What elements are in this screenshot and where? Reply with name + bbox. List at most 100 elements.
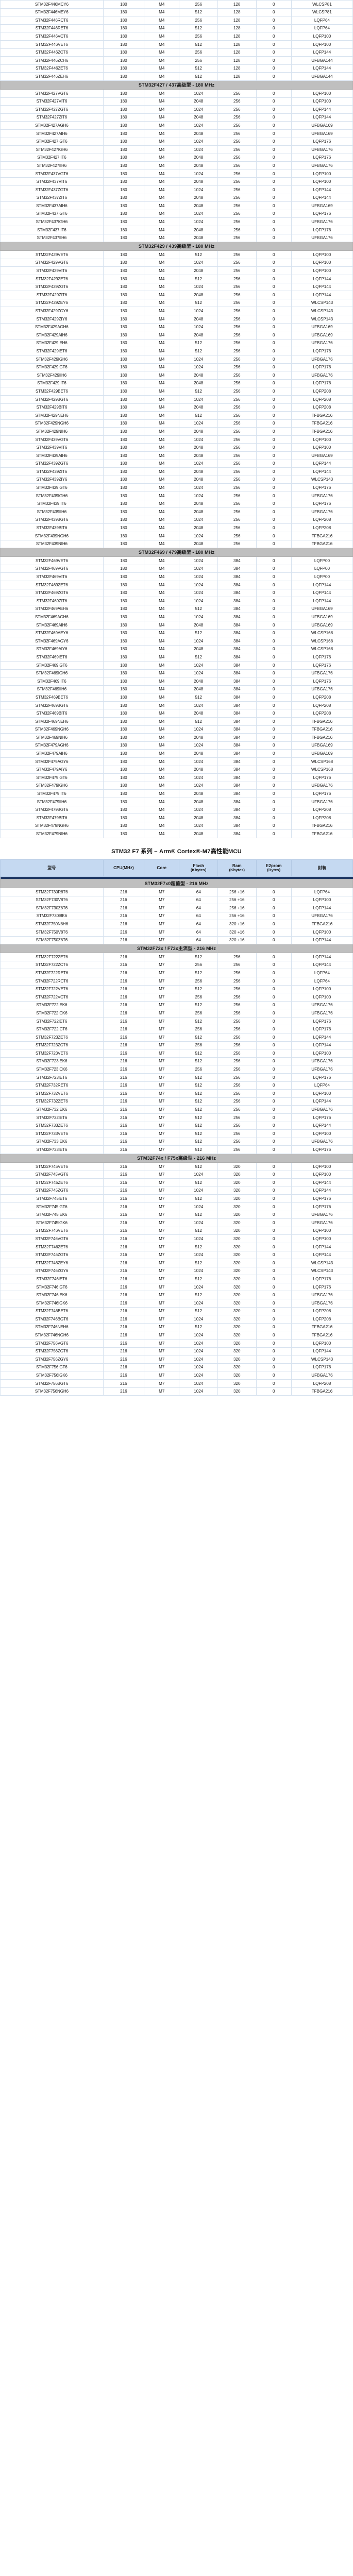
cell-package: LQFP100 xyxy=(291,1162,353,1171)
cell-flash: 2048 xyxy=(179,201,218,210)
cell-core: M7 xyxy=(144,1331,180,1340)
cell-e2prom: 0 xyxy=(256,953,292,961)
table-row: STM32F427ZIT6 180 M4 2048 256 0 LQFP144 xyxy=(0,113,353,122)
cell-core: M4 xyxy=(144,677,180,686)
cell-part: STM32F730R8T6 xyxy=(0,887,104,896)
table-row: STM32F427VGT6 180 M4 1024 256 0 LQFP100 xyxy=(0,89,353,98)
cell-ram: 256 xyxy=(217,993,257,1002)
cell-flash: 1024 xyxy=(179,669,218,678)
table-row: STM32F469NGH6 180 M4 1024 384 0 TFBGA216 xyxy=(0,725,353,734)
cell-e2prom: 0 xyxy=(256,717,292,726)
cell-part: STM32F429NEH6 xyxy=(0,411,104,420)
table-row: STM32F469VGT6 180 M4 1024 384 0 LQFP00 xyxy=(0,564,353,573)
table-row: STM32F437IIT6 180 M4 2048 256 0 LQFP176 xyxy=(0,226,353,234)
cell-e2prom: 0 xyxy=(256,1105,292,1114)
cell-flash: 1024 xyxy=(179,805,218,815)
cell-cpu: 180 xyxy=(103,717,145,726)
table-row: STM32F469IIH6 180 M4 2048 384 0 UFBGA176 xyxy=(0,685,353,694)
cell-e2prom: 0 xyxy=(256,660,292,670)
cell-core: M7 xyxy=(144,1379,180,1388)
cell-core: M4 xyxy=(144,556,180,565)
table-row: STM32F732IEK6 216 M7 512 256 0 UFBGA176 xyxy=(0,1105,353,1114)
cell-part: STM32F437IIH6 xyxy=(0,233,104,243)
cell-part: STM32F722IET6 xyxy=(0,1016,104,1026)
cell-core: M4 xyxy=(144,282,180,292)
cell-e2prom: 0 xyxy=(256,371,292,380)
cell-cpu: 180 xyxy=(103,56,145,65)
cell-cpu: 180 xyxy=(103,0,145,9)
cell-core: M4 xyxy=(144,48,180,57)
cell-core: M4 xyxy=(144,564,180,573)
cell-ram: 256 xyxy=(217,1049,257,1058)
cell-ram: 320 xyxy=(217,1194,257,1203)
cell-cpu: 180 xyxy=(103,16,145,25)
cell-e2prom: 0 xyxy=(256,24,292,33)
cell-e2prom: 0 xyxy=(256,347,292,355)
cell-flash: 1024 xyxy=(179,660,218,670)
cell-flash: 1024 xyxy=(179,1379,218,1388)
cell-cpu: 180 xyxy=(103,588,145,598)
cell-cpu: 180 xyxy=(103,209,145,218)
table-row: STM32F746VET6 216 M7 512 320 0 LQFP100 xyxy=(0,1226,353,1235)
cell-ram: 384 xyxy=(217,773,257,782)
cell-ram: 256 xyxy=(217,291,257,299)
cell-core: M7 xyxy=(144,1009,180,1018)
cell-flash: 2048 xyxy=(179,475,218,484)
table-row: STM32F439IIH6 180 M4 2048 256 0 UFBGA176 xyxy=(0,507,353,516)
cell-cpu: 180 xyxy=(103,331,145,340)
cell-core: M7 xyxy=(144,1041,180,1050)
table-row: STM32F756ZGT6 216 M7 1024 320 0 LQFP144 xyxy=(0,1347,353,1356)
cell-part: STM32F429ZGY6 xyxy=(0,307,104,315)
cell-ram: 256 xyxy=(217,507,257,516)
cell-core: M7 xyxy=(144,1194,180,1203)
cell-package: UFBGA144 xyxy=(291,72,353,81)
cell-flash: 1024 xyxy=(179,185,218,194)
cell-part: STM32F429AIH6 xyxy=(0,331,104,340)
f7-top-band xyxy=(0,876,353,879)
col-header-e2prom: E2prom (Bytes) xyxy=(256,859,292,877)
table-row: STM32F429ZIT6 180 M4 2048 256 0 LQFP144 xyxy=(0,291,353,299)
cell-package: LQFP144 xyxy=(291,1178,353,1187)
cell-core: M7 xyxy=(144,1186,180,1195)
cell-part: STM32F750N8H6 xyxy=(0,920,104,928)
cell-ram: 256 xyxy=(217,1041,257,1050)
cell-ram: 384 xyxy=(217,613,257,621)
cell-flash: 512 xyxy=(179,1291,218,1300)
cell-part: STM32F746IGK6 xyxy=(0,1299,104,1308)
cell-package: LQFP64 xyxy=(291,16,353,25)
table-row: STM32F469BGT6 180 M4 1024 384 0 LQFP208 xyxy=(0,701,353,710)
cell-cpu: 180 xyxy=(103,556,145,565)
cell-package: UFBGA169 xyxy=(291,129,353,138)
cell-e2prom: 0 xyxy=(256,757,292,766)
cell-package: LQFP176 xyxy=(291,1202,353,1211)
cell-flash: 1024 xyxy=(179,209,218,218)
cell-part: STM32F439VGT6 xyxy=(0,435,104,444)
table-row: STM32F429IGH6 180 M4 1024 256 0 UFBGA176 xyxy=(0,354,353,364)
cell-package: LQFP144 xyxy=(291,936,353,945)
cell-core: M4 xyxy=(144,451,180,460)
table-row: STM32F446ZCH6 180 M4 256 128 0 UFBGA144 xyxy=(0,56,353,65)
cell-e2prom: 0 xyxy=(256,1347,292,1356)
cell-core: M7 xyxy=(144,1210,180,1219)
cell-core: M4 xyxy=(144,613,180,621)
table-row: STM32F469BIT6 180 M4 2048 384 0 LQFP208 xyxy=(0,709,353,718)
table-row: STM32F439ZIT6 180 M4 2048 256 0 LQFP144 xyxy=(0,467,353,476)
table-row: STM32F733IET6 216 M7 512 256 0 LQFP176 xyxy=(0,1145,353,1154)
cell-flash: 1024 xyxy=(179,613,218,621)
cell-cpu: 180 xyxy=(103,693,145,702)
cell-part: STM32F469NIH6 xyxy=(0,733,104,742)
cell-part: STM32F429ZET6 xyxy=(0,275,104,283)
table-row: STM32F732ZET6 216 M7 512 256 0 LQFP144 xyxy=(0,1097,353,1106)
table-row: STM32F439BGT6 180 M4 1024 256 0 LQFP208 xyxy=(0,515,353,524)
cell-flash: 512 xyxy=(179,64,218,73)
cell-flash: 512 xyxy=(179,1097,218,1106)
cell-package: UFBGA176 xyxy=(291,161,353,170)
cell-cpu: 180 xyxy=(103,217,145,227)
cell-core: M7 xyxy=(144,1001,180,1010)
group-header-row: STM32F469 / 479高级型 - 180 MHz xyxy=(0,548,353,557)
cell-core: M4 xyxy=(144,40,180,49)
datasheet-page: ITT ITT A ITT BAN A ITT BAN K ITT ● 微信号:… xyxy=(0,0,353,1396)
cell-e2prom: 0 xyxy=(256,805,292,815)
cell-package: WLCSP168 xyxy=(291,629,353,638)
cell-flash: 512 xyxy=(179,338,218,348)
